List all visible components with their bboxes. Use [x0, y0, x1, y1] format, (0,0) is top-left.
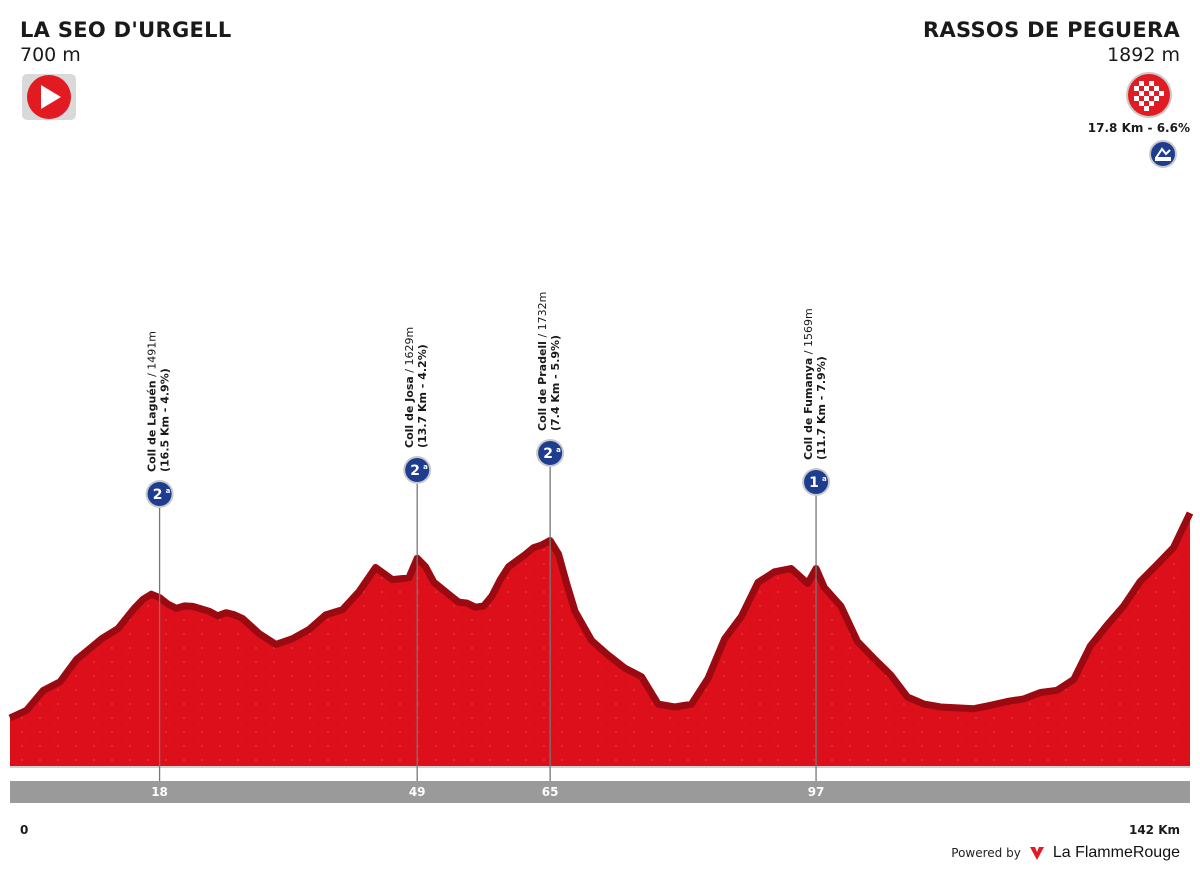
brand-name: La FlammeRouge — [1052, 844, 1180, 861]
axis-start-label: 0 — [20, 823, 29, 837]
flamme-rouge-logo-icon — [1029, 847, 1044, 860]
climb-altitude: / 1491m — [146, 331, 159, 380]
climb-category-superscript: a — [166, 487, 171, 495]
climb-name: Coll de Pradell — [536, 341, 549, 431]
climb-category: 1 — [809, 475, 819, 491]
powered-by: Powered by La FlammeRouge — [951, 844, 1180, 862]
climb-marker: 2 a Coll de Laguén / 1491m(16.5 Km - 4.9%) — [145, 331, 174, 781]
climb-stat: (11.7 Km - 7.9%) — [815, 356, 828, 460]
finish-climb-stat: 17.8 Km - 6.6% — [1087, 121, 1190, 135]
climb-altitude: / 1629m — [403, 327, 416, 376]
climb-name: Coll de Laguén — [146, 380, 159, 472]
climb-marker: 1 a Coll de Fumanya / 1569m(11.7 Km - 7.9%… — [802, 308, 831, 781]
start-town: LA SEO D'URGELL — [20, 18, 232, 42]
climb-label: Coll de Pradell / 1732m(7.4 Km - 5.9%) — [536, 292, 562, 431]
km-marker-label: 65 — [541, 785, 559, 799]
climb-label: Coll de Josa / 1629m(13.7 Km - 4.2%) — [403, 327, 429, 448]
climb-category: 2 — [543, 446, 553, 462]
climb-category-superscript: a — [423, 463, 428, 471]
esp-stage-finish-icon — [1149, 140, 1177, 168]
km-marker-label: 18 — [151, 785, 168, 799]
climb-category: 2 — [153, 487, 163, 503]
profile-ridge — [8, 511, 1194, 722]
climb-altitude: / 1569m — [802, 308, 815, 357]
finish-town: RASSOS DE PEGUERA — [923, 18, 1180, 42]
finish-altitude: 1892 m — [1107, 44, 1180, 66]
profile-area — [10, 513, 1190, 766]
powered-by-text: Powered by — [951, 846, 1021, 860]
finish-header: RASSOS DE PEGUERA 1892 m — [923, 18, 1180, 66]
climb-marker: 2 a Coll de Pradell / 1732m(7.4 Km - 5.9%) — [536, 292, 565, 781]
climb-marker: 2 a Coll de Josa / 1629m(13.7 Km - 4.2%) — [403, 327, 432, 781]
km-marker-label: 97 — [807, 785, 825, 799]
climb-stat: (7.4 Km - 5.9%) — [549, 335, 562, 431]
checkered-flag-icon — [1126, 72, 1172, 118]
climb-category-superscript: a — [556, 446, 561, 454]
start-header: LA SEO D'URGELL 700 m — [20, 18, 232, 66]
climb-category-superscript: a — [822, 475, 827, 483]
start-play-icon — [22, 74, 76, 120]
start-altitude: 700 m — [20, 44, 81, 66]
climb-label: Coll de Fumanya / 1569m(11.7 Km - 7.9%) — [802, 308, 828, 460]
climb-stat: (13.7 Km - 4.2%) — [416, 344, 429, 448]
climb-name: Coll de Josa — [403, 376, 416, 448]
climb-name: Coll de Fumanya — [802, 358, 815, 460]
climb-label: Coll de Laguén / 1491m(16.5 Km - 4.9%) — [146, 331, 172, 472]
climb-category: 2 — [410, 463, 420, 479]
climb-altitude: / 1732m — [536, 292, 549, 341]
distance-axis-bar — [10, 781, 1190, 803]
km-marker-label: 49 — [408, 785, 426, 799]
climb-stat: (16.5 Km - 4.9%) — [159, 368, 172, 472]
axis-end-label: 142 Km — [1128, 823, 1180, 837]
